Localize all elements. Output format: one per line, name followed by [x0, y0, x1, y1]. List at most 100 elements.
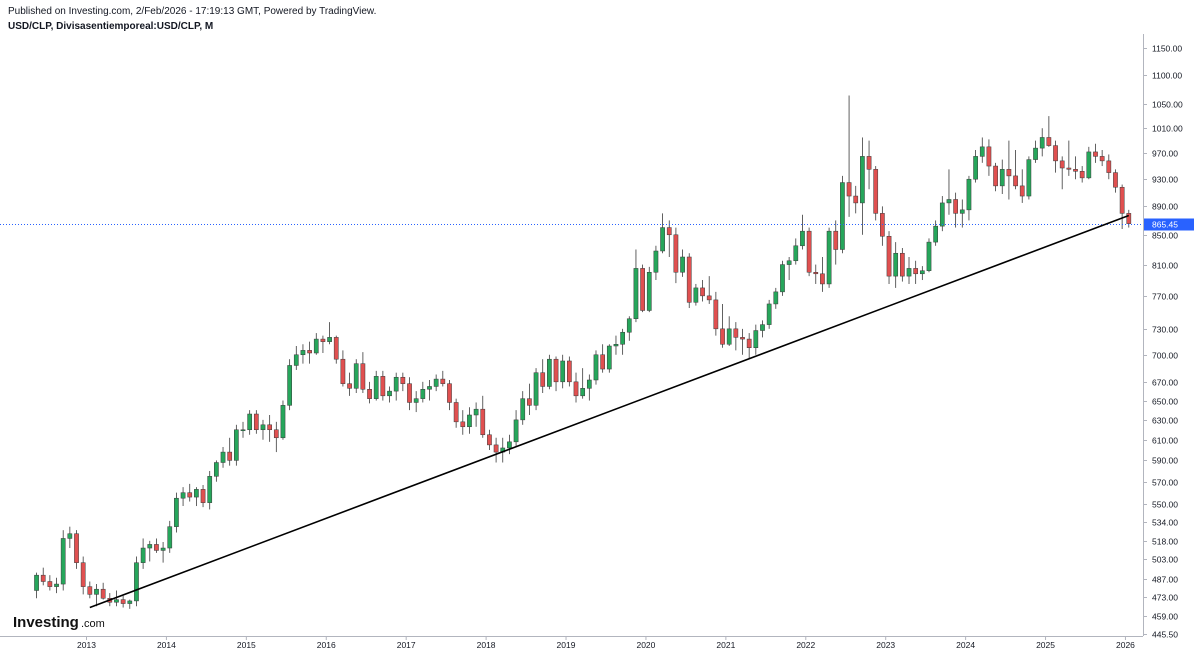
candle [1066, 140, 1072, 176]
candle-body [926, 241, 932, 271]
candle [966, 175, 972, 221]
candle [919, 266, 925, 281]
candle [1119, 184, 1125, 230]
x-tick-label: 2015 [237, 640, 256, 650]
candle [367, 381, 372, 404]
price-axis[interactable]: 1150.00 1100.00 1050.00 1010.00 970.00 930.00… [1143, 34, 1194, 640]
candle-body [393, 376, 399, 392]
candle-body [853, 195, 859, 204]
candle-body [1026, 159, 1032, 197]
candle-body [567, 360, 572, 383]
candle-body [353, 363, 359, 389]
candle [527, 383, 532, 415]
y-tick-label: 670.00 [1152, 378, 1178, 388]
candle-body [87, 586, 93, 595]
candle-body [234, 429, 239, 461]
candle [467, 407, 472, 434]
trendline [89, 214, 1130, 609]
candle-body [1119, 186, 1125, 214]
candle [893, 242, 899, 288]
candle [1073, 156, 1078, 180]
candle [906, 256, 912, 284]
candle [160, 542, 166, 563]
current-price-label: 865.45 [1144, 218, 1194, 231]
y-tick-label: 700.00 [1152, 351, 1178, 361]
candle-body [626, 318, 632, 333]
candle-body [820, 273, 825, 285]
candle [433, 374, 439, 392]
y-tick-label: 850.00 [1152, 231, 1178, 241]
candle-body [253, 413, 259, 431]
candle-body [946, 199, 952, 204]
candle [793, 238, 799, 265]
candle-body [387, 390, 392, 397]
candle-body [473, 408, 479, 416]
candle [507, 434, 512, 455]
candle [147, 540, 153, 562]
candle [100, 582, 106, 600]
candle [1033, 140, 1038, 163]
candle-body [60, 538, 66, 585]
candle [706, 276, 712, 304]
candle [194, 487, 199, 507]
candle [900, 248, 905, 282]
y-tick-label: 650.00 [1152, 397, 1178, 407]
candle-body [1033, 147, 1038, 160]
candle-body [860, 156, 865, 204]
candle [347, 372, 352, 396]
time-axis[interactable]: 2013 2014 2015 2016 2017 2018 2019 2020 2021 2022… [0, 636, 1143, 650]
candle-body [1086, 151, 1092, 179]
candle-body [527, 398, 532, 406]
candle-body [360, 363, 366, 390]
candle-body [400, 376, 406, 384]
x-tick-label: 2018 [477, 640, 496, 650]
candle-body [1113, 172, 1118, 188]
candle-body [780, 264, 785, 293]
candle-body [560, 360, 566, 383]
candle-body [800, 230, 805, 247]
candle [67, 526, 73, 549]
candle-body [520, 398, 526, 421]
candle [487, 429, 492, 451]
candle [134, 556, 139, 607]
candle [880, 206, 885, 246]
candle-body [287, 365, 292, 406]
candle [1006, 140, 1012, 200]
candle [813, 264, 819, 284]
candle-body [40, 574, 46, 582]
candle [586, 374, 592, 401]
x-tick-label: 2021 [716, 640, 735, 650]
candle-body [160, 547, 166, 551]
candle-body [886, 235, 892, 277]
candle [653, 245, 659, 281]
candle-body [906, 268, 912, 277]
logo-main-text: Investing [13, 614, 79, 631]
candle-body [1046, 137, 1052, 146]
candle [660, 213, 665, 254]
candle [327, 322, 332, 345]
candle [500, 437, 506, 463]
candle-body [933, 225, 938, 243]
y-tick-label: 459.00 [1152, 612, 1178, 622]
candle-body [167, 526, 173, 549]
x-tick-label: 2022 [796, 640, 815, 650]
candle [420, 381, 426, 403]
candle [220, 446, 226, 468]
candle [453, 398, 459, 428]
candle [120, 595, 126, 608]
candle-body [373, 376, 379, 399]
candle-body [646, 272, 652, 311]
candle [267, 414, 272, 442]
candle-body [367, 389, 372, 399]
candle-body [793, 245, 799, 262]
candle [214, 460, 219, 482]
symbol-title: USD/CLP, Divisasentiemporeal:USD/CLP, M [8, 21, 214, 32]
candle [460, 410, 466, 435]
candle [640, 264, 645, 313]
candle [826, 227, 832, 288]
candle-body [127, 600, 133, 604]
candle [127, 599, 133, 609]
candle [746, 333, 752, 360]
candle [753, 324, 759, 355]
